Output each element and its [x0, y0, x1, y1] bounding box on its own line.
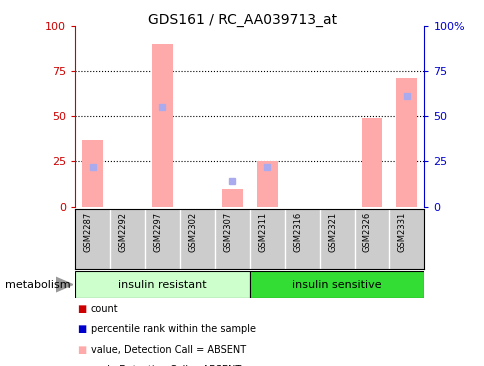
Text: GSM2326: GSM2326 — [362, 212, 371, 252]
Text: GSM2307: GSM2307 — [223, 212, 232, 252]
Text: GDS161 / RC_AA039713_at: GDS161 / RC_AA039713_at — [148, 13, 336, 27]
Text: GSM2292: GSM2292 — [118, 212, 127, 252]
Text: GSM2297: GSM2297 — [153, 212, 162, 252]
Polygon shape — [56, 277, 73, 292]
Bar — [256, 161, 277, 207]
Bar — [395, 78, 417, 207]
Text: insulin sensitive: insulin sensitive — [292, 280, 381, 290]
Bar — [75, 271, 249, 298]
Text: value, Detection Call = ABSENT: value, Detection Call = ABSENT — [91, 344, 245, 355]
Text: rank, Detection Call = ABSENT: rank, Detection Call = ABSENT — [91, 365, 241, 366]
Text: GSM2302: GSM2302 — [188, 212, 197, 252]
Text: ■: ■ — [77, 324, 87, 335]
Text: percentile rank within the sample: percentile rank within the sample — [91, 324, 255, 335]
Bar — [221, 189, 242, 207]
Text: metabolism: metabolism — [5, 280, 70, 290]
Text: GSM2311: GSM2311 — [257, 212, 267, 252]
Text: ■: ■ — [77, 304, 87, 314]
Bar — [249, 271, 424, 298]
Text: GSM2321: GSM2321 — [327, 212, 336, 252]
Text: ■: ■ — [77, 365, 87, 366]
Bar — [361, 118, 382, 207]
Text: GSM2331: GSM2331 — [397, 212, 406, 252]
Text: ■: ■ — [77, 344, 87, 355]
Text: insulin resistant: insulin resistant — [118, 280, 206, 290]
Text: GSM2316: GSM2316 — [292, 212, 302, 252]
Bar — [82, 140, 103, 207]
Text: count: count — [91, 304, 118, 314]
Text: GSM2287: GSM2287 — [83, 212, 92, 252]
Bar — [151, 44, 173, 207]
